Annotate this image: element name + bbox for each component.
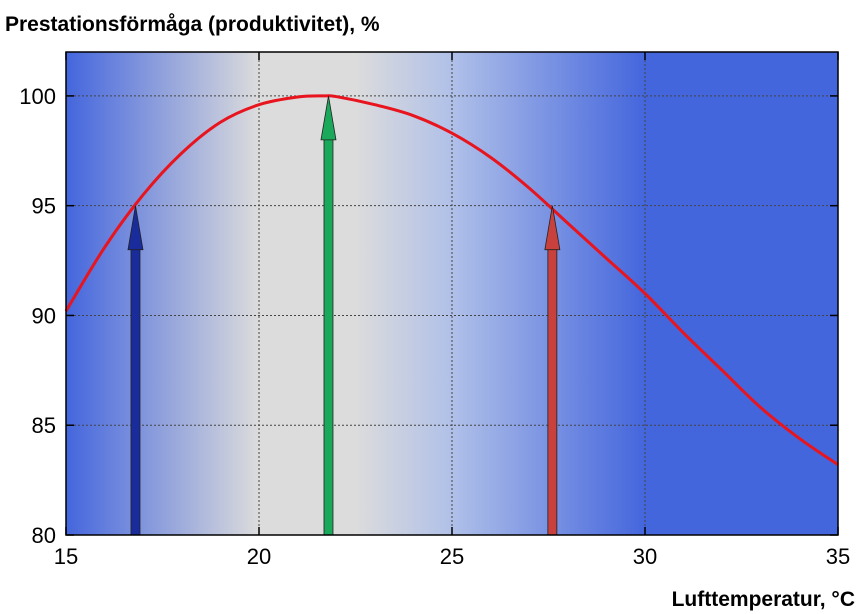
x-tick-label: 20 <box>247 544 271 569</box>
series-layer <box>64 94 839 466</box>
y-tick-label: 95 <box>32 194 56 219</box>
arrow-shaft <box>323 137 334 536</box>
chart-title: Prestationsförmåga (produktivitet), % <box>5 13 380 36</box>
x-axis-label: Lufttemperatur, °C <box>672 588 855 611</box>
y-tick-label: 85 <box>32 413 56 438</box>
x-tick-label: 15 <box>54 544 78 569</box>
series-line <box>64 94 839 466</box>
arrow-head <box>127 205 144 251</box>
tick-labels: 15 20 25 30 35 80 85 90 95 100 <box>19 52 850 569</box>
x-tick-label: 35 <box>826 544 850 569</box>
x-tick-label: 25 <box>440 544 464 569</box>
arrow-shaft <box>130 247 141 536</box>
arrow-shaft <box>547 247 558 536</box>
arrow-layer <box>127 95 561 536</box>
y-tick-label: 90 <box>32 303 56 328</box>
y-tick-label: 100 <box>19 84 56 109</box>
y-tick-label: 80 <box>32 523 56 548</box>
x-tick-label: 30 <box>633 544 657 569</box>
arrow-head <box>320 95 337 141</box>
arrow-head <box>544 205 561 251</box>
